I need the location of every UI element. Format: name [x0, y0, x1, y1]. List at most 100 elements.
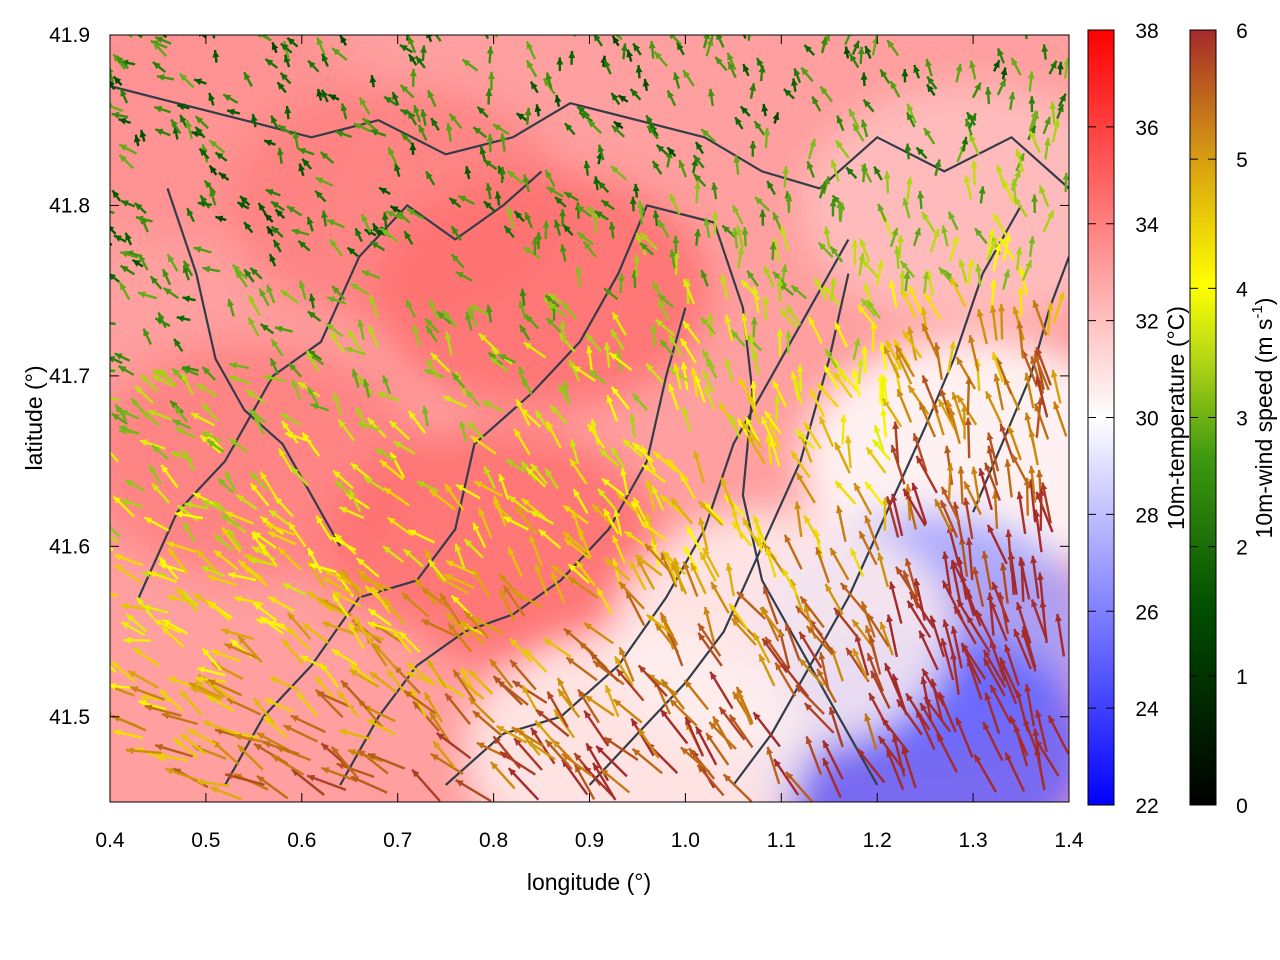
wind-arrow-shaft — [941, 580, 964, 620]
wind-arrow-head — [920, 676, 928, 685]
wind-arrow-head — [485, 183, 493, 191]
wind-arrow-head — [202, 431, 210, 438]
wind-arrow-head — [680, 747, 689, 755]
wind-arrow-head — [167, 254, 175, 263]
wind-arrow-head — [809, 138, 817, 147]
wind-arrow-head — [769, 438, 777, 447]
wind-arrow-head — [766, 746, 773, 755]
wind-arrow-head — [173, 738, 182, 746]
wind-arrow-head — [790, 371, 798, 380]
wind-arrow-head — [902, 197, 910, 206]
wind-arrow-head — [764, 411, 772, 420]
y-axis-label: latitude (°) — [21, 365, 47, 470]
wind-arrow-head — [853, 337, 861, 346]
wind-arrow-head — [476, 742, 485, 749]
wind-arrow-head — [986, 592, 994, 600]
wind-arrow-head — [1022, 23, 1029, 30]
wind-arrow-head — [506, 459, 514, 467]
wind-arrow-head — [989, 640, 997, 649]
wind-arrow-shaft — [982, 657, 1006, 697]
wind-arrow-head — [269, 676, 278, 684]
wind-arrow-head — [653, 451, 661, 459]
wind-arrow-head — [523, 246, 532, 254]
wind-arrow-head — [897, 389, 904, 398]
wind-arrow-head — [331, 649, 340, 657]
wind-arrow-head — [890, 444, 898, 453]
wind-arrow-head — [899, 270, 906, 278]
wind-arrow-head — [120, 410, 129, 417]
wind-arrow-head — [605, 685, 612, 694]
wind-arrow-head — [451, 226, 459, 235]
wind-arrow-head — [633, 43, 641, 52]
wind-arrow-head — [879, 621, 887, 630]
wind-arrow-head — [966, 658, 974, 667]
wind-arrow-head — [309, 562, 317, 570]
wind-arrow-head — [174, 338, 181, 347]
wind-arrow-head — [597, 587, 604, 596]
wind-arrow-head — [852, 40, 860, 49]
wind-arrow-head — [254, 743, 263, 751]
wind-arrow-head — [143, 328, 150, 337]
wind-arrow-head — [864, 515, 872, 524]
wind-arrow-head — [763, 586, 770, 595]
wind-arrow-head — [508, 768, 517, 776]
wind-arrow-head — [1036, 397, 1044, 405]
wind-arrow-head — [791, 78, 798, 86]
wind-arrow-head — [113, 496, 121, 504]
wind-arrow-shaft — [773, 758, 800, 796]
wind-arrow-shaft — [573, 35, 577, 37]
wind-arrow-head — [425, 549, 432, 558]
wind-arrow-head — [604, 737, 613, 745]
wind-arrow-head — [695, 142, 703, 150]
wind-arrow-head — [410, 688, 418, 697]
wind-arrow-head — [172, 126, 180, 134]
wind-arrow-head — [652, 160, 660, 169]
wind-arrow-head — [964, 481, 971, 490]
wind-arrow-head — [171, 119, 178, 128]
wind-arrow-head — [429, 299, 436, 308]
wind-arrow-head — [185, 120, 193, 129]
temperature-cell — [323, 426, 664, 667]
wind-arrow-head — [859, 531, 866, 540]
wind-arrow-head — [626, 49, 634, 58]
wind-arrow-head — [152, 445, 160, 453]
wind-arrow-head — [196, 549, 204, 558]
wind-arrow-head — [375, 448, 384, 456]
wind-arrow-head — [365, 585, 373, 594]
temperature-cell — [371, 170, 712, 411]
wind-arrow-head — [187, 729, 196, 736]
wind-arrow-head — [229, 375, 237, 382]
wind-arrow-head — [235, 270, 243, 279]
wind-arrow-shaft — [856, 748, 886, 784]
wind-arrow-head — [1029, 125, 1036, 134]
wind-arrow-head — [367, 417, 375, 426]
wind-arrow-shaft — [891, 493, 904, 537]
wind-arrow-head — [238, 560, 247, 568]
wind-arrow-head — [511, 590, 520, 598]
wind-arrow-head — [551, 565, 560, 573]
wind-arrow-head — [349, 489, 356, 498]
wind-arrow-head — [353, 123, 362, 130]
temperature-colorbar-ticks: 22 24 26 28 30 32 34 36 38 — [1088, 20, 1159, 818]
wind-arrow-shaft — [943, 551, 952, 595]
wind-arrow-head — [830, 547, 837, 556]
wind-arrow-head — [958, 259, 966, 268]
wind-arrow-head — [890, 81, 898, 90]
wind-arrow-head — [957, 599, 965, 608]
wind-arrow-head — [942, 619, 950, 628]
wind-arrow-head — [485, 88, 493, 96]
wind-arrow-head — [920, 703, 928, 712]
wind-arrow-head — [999, 562, 1007, 571]
wind-arrow-shaft — [938, 691, 957, 733]
wind-arrow-shaft — [906, 600, 932, 639]
wind-arrow-head — [387, 669, 395, 678]
wind-arrow-head — [372, 587, 380, 596]
wind-arrow-head — [799, 631, 807, 640]
wind-arrow-head — [206, 695, 215, 703]
wind-arrow-head — [563, 505, 572, 513]
x-tick-label: 1.2 — [863, 829, 892, 852]
wind-arrow-head — [445, 693, 453, 702]
wind-arrow-head — [693, 174, 702, 182]
wind-arrow-head — [280, 413, 289, 421]
wind-arrow-head — [962, 644, 969, 653]
